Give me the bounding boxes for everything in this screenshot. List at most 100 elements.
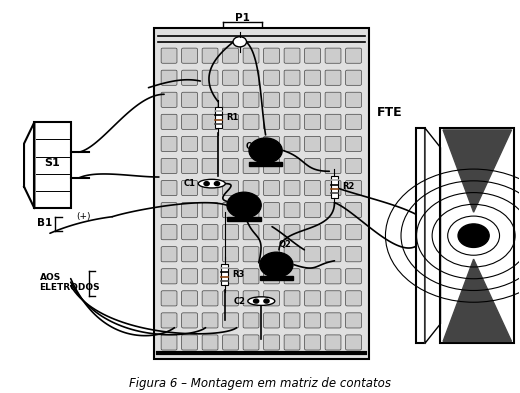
FancyBboxPatch shape xyxy=(346,136,361,151)
FancyBboxPatch shape xyxy=(161,158,177,174)
Text: Q1: Q1 xyxy=(233,197,246,206)
FancyBboxPatch shape xyxy=(161,269,177,284)
FancyBboxPatch shape xyxy=(243,202,259,218)
Text: Q2: Q2 xyxy=(279,241,292,250)
FancyBboxPatch shape xyxy=(284,202,300,218)
FancyBboxPatch shape xyxy=(325,70,341,85)
FancyBboxPatch shape xyxy=(181,247,198,262)
FancyBboxPatch shape xyxy=(346,247,361,262)
Polygon shape xyxy=(425,128,440,343)
Text: Figura 6 – Montagem em matriz de contatos: Figura 6 – Montagem em matriz de contato… xyxy=(129,377,391,390)
FancyBboxPatch shape xyxy=(346,202,361,218)
FancyBboxPatch shape xyxy=(305,291,320,306)
FancyBboxPatch shape xyxy=(181,202,198,218)
FancyBboxPatch shape xyxy=(264,180,279,196)
FancyBboxPatch shape xyxy=(202,158,218,174)
FancyBboxPatch shape xyxy=(284,136,300,151)
FancyBboxPatch shape xyxy=(325,224,341,240)
Bar xyxy=(215,107,222,128)
Circle shape xyxy=(214,182,219,185)
Bar xyxy=(260,275,293,280)
FancyBboxPatch shape xyxy=(264,158,279,174)
FancyBboxPatch shape xyxy=(264,114,279,129)
FancyBboxPatch shape xyxy=(264,136,279,151)
Bar xyxy=(154,28,369,359)
Bar xyxy=(227,217,261,221)
Circle shape xyxy=(227,192,261,218)
FancyBboxPatch shape xyxy=(346,158,361,174)
FancyBboxPatch shape xyxy=(181,114,198,129)
FancyBboxPatch shape xyxy=(243,224,259,240)
FancyBboxPatch shape xyxy=(305,114,320,129)
Text: B1: B1 xyxy=(37,218,53,228)
FancyBboxPatch shape xyxy=(305,224,320,240)
FancyBboxPatch shape xyxy=(202,335,218,350)
Text: P1: P1 xyxy=(235,13,250,23)
FancyBboxPatch shape xyxy=(284,114,300,129)
FancyBboxPatch shape xyxy=(346,48,361,63)
FancyBboxPatch shape xyxy=(305,247,320,262)
FancyBboxPatch shape xyxy=(284,269,300,284)
FancyBboxPatch shape xyxy=(243,291,259,306)
FancyBboxPatch shape xyxy=(264,48,279,63)
FancyBboxPatch shape xyxy=(181,92,198,107)
FancyBboxPatch shape xyxy=(223,70,239,85)
FancyBboxPatch shape xyxy=(264,224,279,240)
FancyBboxPatch shape xyxy=(161,70,177,85)
FancyBboxPatch shape xyxy=(202,180,218,196)
Polygon shape xyxy=(443,130,512,212)
FancyBboxPatch shape xyxy=(264,202,279,218)
FancyBboxPatch shape xyxy=(181,313,198,328)
FancyBboxPatch shape xyxy=(264,70,279,85)
FancyBboxPatch shape xyxy=(305,313,320,328)
FancyBboxPatch shape xyxy=(202,269,218,284)
FancyBboxPatch shape xyxy=(284,180,300,196)
FancyBboxPatch shape xyxy=(264,335,279,350)
FancyBboxPatch shape xyxy=(161,313,177,328)
FancyBboxPatch shape xyxy=(284,335,300,350)
Polygon shape xyxy=(24,122,34,208)
Text: AOS
ELETRODOS: AOS ELETRODOS xyxy=(40,273,100,292)
FancyBboxPatch shape xyxy=(161,114,177,129)
FancyBboxPatch shape xyxy=(202,247,218,262)
FancyBboxPatch shape xyxy=(305,136,320,151)
FancyBboxPatch shape xyxy=(325,247,341,262)
FancyBboxPatch shape xyxy=(305,335,320,350)
FancyBboxPatch shape xyxy=(181,158,198,174)
FancyBboxPatch shape xyxy=(284,291,300,306)
Bar xyxy=(34,122,71,208)
FancyBboxPatch shape xyxy=(202,202,218,218)
FancyBboxPatch shape xyxy=(284,224,300,240)
FancyBboxPatch shape xyxy=(181,291,198,306)
FancyBboxPatch shape xyxy=(181,269,198,284)
Circle shape xyxy=(249,138,282,163)
FancyBboxPatch shape xyxy=(223,158,239,174)
FancyBboxPatch shape xyxy=(305,158,320,174)
FancyBboxPatch shape xyxy=(346,180,361,196)
FancyBboxPatch shape xyxy=(202,92,218,107)
FancyBboxPatch shape xyxy=(202,136,218,151)
FancyBboxPatch shape xyxy=(181,224,198,240)
FancyBboxPatch shape xyxy=(223,92,239,107)
FancyBboxPatch shape xyxy=(325,48,341,63)
FancyBboxPatch shape xyxy=(161,48,177,63)
FancyBboxPatch shape xyxy=(161,136,177,151)
FancyBboxPatch shape xyxy=(181,70,198,85)
FancyBboxPatch shape xyxy=(202,313,218,328)
FancyBboxPatch shape xyxy=(223,202,239,218)
FancyBboxPatch shape xyxy=(305,48,320,63)
Circle shape xyxy=(204,182,209,185)
FancyBboxPatch shape xyxy=(161,224,177,240)
Ellipse shape xyxy=(198,179,225,188)
FancyBboxPatch shape xyxy=(346,114,361,129)
FancyBboxPatch shape xyxy=(223,291,239,306)
Circle shape xyxy=(458,224,489,248)
FancyBboxPatch shape xyxy=(202,48,218,63)
FancyBboxPatch shape xyxy=(284,247,300,262)
FancyBboxPatch shape xyxy=(181,335,198,350)
FancyBboxPatch shape xyxy=(161,180,177,196)
FancyBboxPatch shape xyxy=(202,70,218,85)
FancyBboxPatch shape xyxy=(346,70,361,85)
FancyBboxPatch shape xyxy=(161,247,177,262)
FancyBboxPatch shape xyxy=(202,224,218,240)
